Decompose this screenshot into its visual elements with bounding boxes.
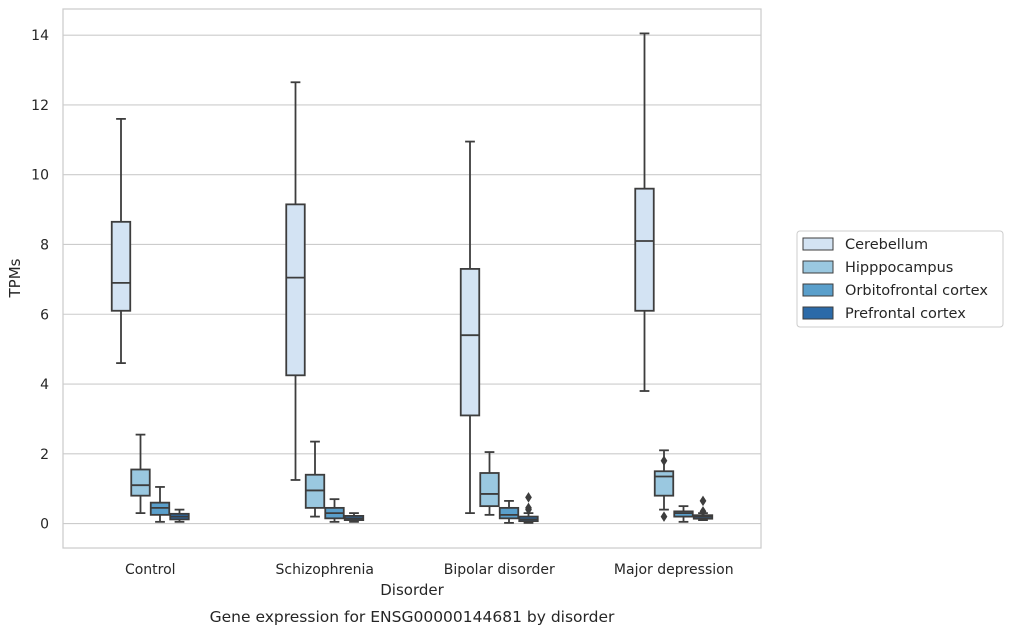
series-cerebellum [110, 32, 655, 515]
outlier-point [699, 495, 707, 507]
x-tick-label: Bipolar disorder [444, 562, 555, 578]
y-tick-label: 4 [40, 377, 49, 393]
y-tick-label: 10 [31, 168, 49, 184]
box-major-depression [634, 32, 655, 392]
x-tick-label: Major depression [614, 562, 734, 578]
legend-label: Hipppocampus [845, 260, 953, 276]
x-tick-label: Schizophrenia [276, 562, 374, 578]
box-bipolar-disorder [518, 492, 539, 524]
legend-swatch [802, 237, 834, 251]
legend-swatch [802, 283, 834, 297]
box-bipolar-disorder [498, 500, 520, 524]
legend-label: Prefrontal cortex [845, 306, 966, 322]
box-major-depression [653, 449, 675, 522]
outlier-point [699, 506, 707, 517]
series-prefrontal-cortex [169, 492, 714, 524]
x-axis-ticks: Control Schizophrenia Bipolar disorder Majo… [125, 562, 734, 578]
box-bipolar-disorder [459, 140, 481, 515]
box-major-depression [692, 495, 714, 521]
legend-item: Cerebellum [802, 237, 928, 253]
chart-caption: Gene expression for ENSG00000144681 by d… [210, 608, 615, 626]
box-schizophrenia [304, 440, 326, 518]
box-body [498, 506, 520, 520]
legend-box [796, 230, 1004, 328]
y-axis-label: TPMs [6, 258, 24, 298]
y-tick-label: 14 [31, 28, 49, 44]
legend-item: Prefrontal cortex [802, 306, 966, 322]
y-tick-label: 8 [40, 237, 49, 253]
series-orbitofrontal-cortex [149, 486, 694, 524]
box-body [479, 472, 500, 508]
box-body [459, 268, 481, 417]
box-control [149, 486, 171, 523]
box-body [110, 220, 132, 312]
box-major-depression [673, 505, 694, 523]
box-control [169, 508, 190, 523]
box-schizophrenia [324, 498, 345, 523]
outlier-point [525, 502, 532, 514]
box-control [110, 117, 132, 365]
box-plot-series [110, 32, 714, 524]
box-schizophrenia [343, 512, 365, 523]
box-body [285, 203, 306, 377]
y-tick-label: 2 [40, 447, 49, 463]
y-tick-label: 12 [31, 98, 49, 114]
gridlines [63, 34, 761, 525]
legend-swatch [802, 260, 834, 274]
legend-label: Cerebellum [845, 237, 928, 253]
outlier-point [660, 511, 668, 522]
legend-item: Orbitofrontal cortex [802, 283, 988, 299]
x-axis-label: Disorder [380, 581, 444, 599]
series-hipppocampus [130, 433, 675, 522]
y-tick-label: 0 [40, 517, 49, 533]
legend-item: Hipppocampus [802, 260, 953, 276]
legend: Cerebellum Hipppocampus Orbitofrontal cort… [796, 230, 1004, 328]
box-schizophrenia [285, 81, 306, 481]
legend-swatch [802, 306, 834, 320]
box-body [653, 470, 675, 497]
outlier-point [525, 492, 532, 503]
box-bipolar-disorder [479, 451, 500, 516]
box-control [130, 433, 151, 515]
box-body [634, 187, 655, 312]
legend-label: Orbitofrontal cortex [845, 283, 988, 299]
y-axis-ticks: 0 2 4 6 8 10 12 14 [31, 28, 49, 532]
outlier-point [660, 455, 668, 467]
x-tick-label: Control [125, 562, 176, 578]
plot-frame [62, 8, 762, 549]
y-tick-label: 6 [40, 307, 49, 323]
box-body [130, 468, 151, 497]
